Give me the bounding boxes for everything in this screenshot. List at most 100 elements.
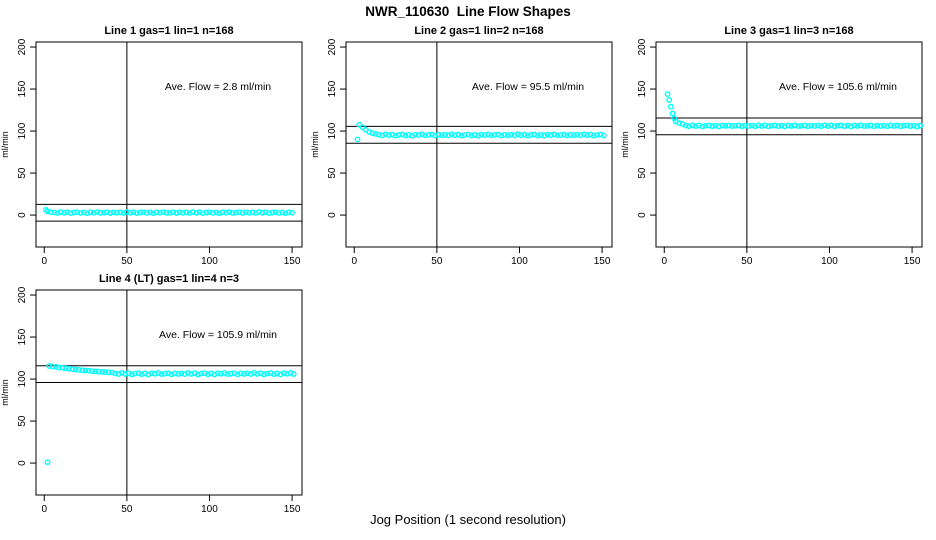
data-point [120, 210, 127, 216]
y-tick-label: 150 [17, 80, 28, 97]
data-point [354, 136, 361, 143]
data-point [372, 131, 379, 137]
data-point [252, 210, 259, 216]
data-point [392, 132, 399, 139]
data-point [468, 132, 475, 139]
data-point [59, 364, 66, 371]
data-point [271, 371, 277, 378]
data-point [104, 209, 110, 216]
y-tick-label: 150 [327, 80, 338, 97]
y-tick-label: 0 [327, 212, 338, 218]
y-axis-unit-label: ml/min [0, 131, 10, 158]
data-point [834, 122, 841, 129]
data-point [132, 370, 139, 377]
x-tick-label: 50 [121, 504, 133, 515]
data-point [264, 370, 271, 377]
data-point [805, 123, 811, 130]
data-point [237, 370, 244, 377]
data-point [664, 91, 671, 97]
data-point [788, 123, 795, 129]
panel-title: Line 2 gas=1 lin=2 n=168 [414, 25, 543, 37]
data-point [452, 132, 458, 139]
data-point [195, 371, 201, 378]
data-point [376, 131, 382, 138]
x-tick-label: 100 [201, 504, 218, 515]
data-point [282, 210, 289, 217]
data-point [233, 209, 239, 216]
data-point [881, 122, 887, 129]
data-point [715, 123, 722, 130]
y-tick-label: 200 [637, 38, 648, 55]
data-point [791, 122, 798, 129]
data-point [547, 132, 554, 138]
x-tick-label: 50 [431, 256, 443, 267]
data-point [768, 122, 775, 129]
data-point [544, 131, 551, 138]
data-point [861, 123, 868, 130]
data-point [239, 210, 246, 216]
data-point [198, 370, 205, 377]
data-point [851, 122, 858, 129]
data-point [518, 132, 525, 139]
x-tick-label: 0 [41, 256, 47, 267]
data-point [170, 209, 177, 216]
data-point [438, 132, 445, 139]
data-point [561, 131, 567, 138]
plot-box [655, 41, 923, 248]
data-point [894, 122, 901, 129]
y-tick-label: 150 [17, 328, 28, 345]
data-point [455, 131, 462, 138]
data-point [262, 209, 269, 216]
data-point [95, 368, 102, 375]
y-tick-label: 150 [637, 80, 648, 97]
data-point [854, 123, 861, 129]
panel-line-4: Line 4 (LT) gas=1 lin=4 n=3 0 50 100 150 0 50 1… [0, 266, 310, 516]
data-point [508, 131, 515, 138]
data-point [46, 363, 53, 369]
data-point [669, 110, 676, 117]
data-point [114, 209, 120, 216]
y-tick-label: 100 [637, 122, 648, 139]
data-point [221, 370, 228, 376]
data-point [256, 209, 262, 215]
data-point [54, 210, 61, 216]
data-point [798, 122, 805, 129]
data-point [72, 366, 79, 373]
data-point [844, 122, 851, 129]
data-point [214, 370, 221, 377]
data-point [161, 370, 168, 377]
data-point [429, 131, 435, 138]
data-point [705, 122, 712, 129]
data-point [138, 371, 145, 378]
data-point [448, 131, 455, 138]
data-point [458, 132, 465, 139]
data-point [234, 371, 241, 378]
data-point [676, 120, 683, 126]
data-point [884, 123, 891, 130]
data-point [590, 132, 597, 139]
data-point [462, 132, 468, 138]
data-point [891, 123, 897, 129]
data-point [772, 122, 778, 129]
data-point [386, 132, 392, 139]
x-tick-label: 100 [511, 256, 528, 267]
data-point [725, 122, 732, 129]
ave-flow-annotation: Ave. Flow = 2.8 ml/min [165, 81, 271, 93]
data-point [226, 209, 233, 216]
data-point [47, 209, 54, 216]
data-point [150, 210, 157, 217]
data-point [395, 132, 402, 138]
data-point [219, 209, 226, 216]
data-point [67, 210, 74, 217]
panel-line-2: Line 2 gas=1 lin=2 n=168 0 50 100 150 0 50 100 1… [310, 18, 620, 268]
data-point [765, 123, 772, 130]
data-point [186, 210, 193, 216]
data-point [719, 122, 725, 129]
data-point [190, 209, 196, 215]
data-point [158, 371, 165, 377]
data-point [712, 122, 719, 129]
data-point [521, 131, 528, 138]
data-point [100, 209, 107, 216]
data-point [251, 369, 257, 376]
data-point [84, 210, 91, 217]
